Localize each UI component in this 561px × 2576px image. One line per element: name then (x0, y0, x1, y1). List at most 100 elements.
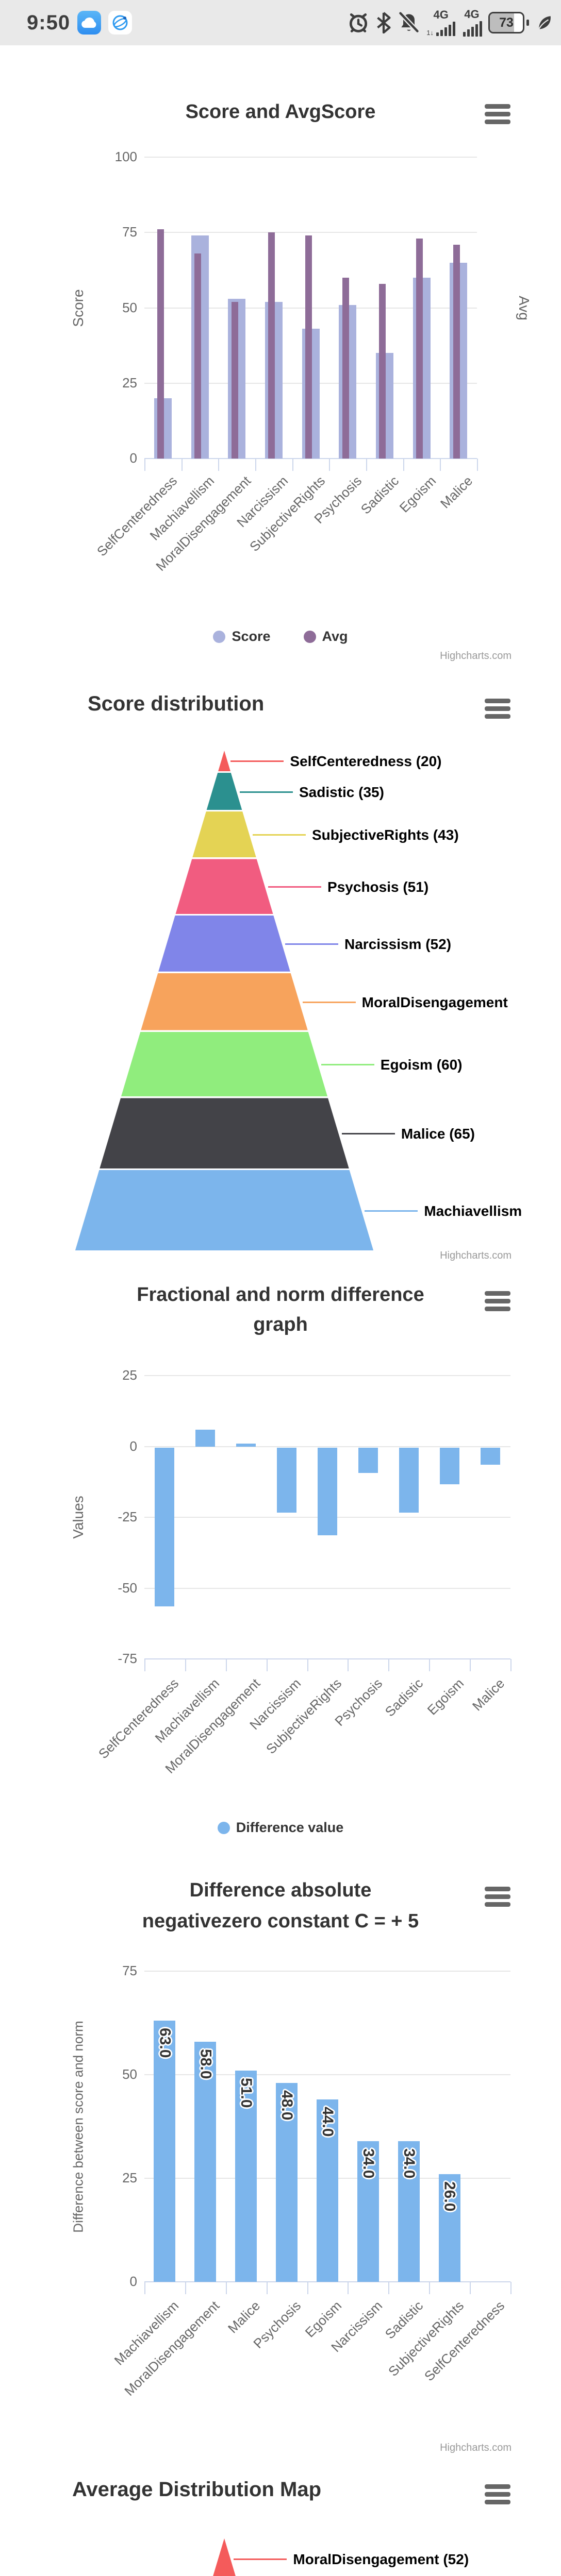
alarm-icon (350, 13, 368, 32)
pyramid-label-psychosis: Psychosis (51) (327, 879, 429, 895)
chart1-menu-button[interactable] (485, 104, 510, 126)
legend-label: Avg (322, 629, 348, 644)
gridline (144, 157, 477, 158)
x-axis-line (144, 1658, 510, 1659)
pyramid-label-sadistic: Sadistic (35) (299, 784, 384, 800)
chart3-legend: Difference value (0, 1820, 561, 1836)
difference-bar (317, 2099, 338, 2282)
difference-bar (154, 2021, 176, 2282)
x-axis-tick (225, 2282, 227, 2294)
chart1-y-axis-title-left: Score (70, 289, 86, 327)
network-type-label: 4G (464, 8, 480, 21)
x-axis-tick (144, 1659, 145, 1671)
x-axis-tick (429, 2282, 431, 2294)
legend-item-difference-value[interactable]: Difference value (217, 1820, 343, 1836)
x-axis-tick (510, 1659, 512, 1671)
leaf-icon (538, 16, 551, 30)
difference-value-bar (236, 1444, 256, 1447)
battery-percent: 73 (499, 15, 514, 30)
chart4-title-line2: negativezero constant C = + 5 (142, 1910, 419, 1932)
highcharts-credit[interactable]: Highcharts.com (440, 650, 512, 662)
label-connector (252, 834, 306, 836)
x-axis-line (144, 458, 477, 459)
status-bar: 9:50 (0, 0, 561, 45)
legend-item-avg[interactable]: Avg (303, 629, 348, 645)
y-axis-tick-label: -75 (118, 1651, 137, 1666)
chart4-menu-button[interactable] (485, 1887, 510, 1908)
legend-label: Score (232, 629, 271, 644)
x-axis-tick (440, 459, 441, 471)
difference-value-bar (195, 1429, 216, 1447)
chart3-menu-button[interactable] (485, 1291, 510, 1313)
y-axis-tick-label: -50 (118, 1580, 137, 1596)
difference-value-bar (155, 1447, 175, 1606)
avg-legend-marker (303, 630, 316, 643)
chart5-menu-button[interactable] (485, 2484, 510, 2506)
x-axis-tick (255, 459, 256, 471)
x-axis-tick (218, 459, 220, 471)
y-axis-tick-label: 50 (122, 2066, 137, 2082)
avg-bar (453, 244, 460, 459)
battery-nub (526, 20, 529, 26)
difference-value-bar (439, 1447, 459, 1484)
signal-4g-icon-2: 4G (461, 9, 482, 37)
x-axis-tick (307, 2282, 308, 2294)
chart3-y-axis-title: Values (70, 1496, 86, 1539)
cloud-app-icon (77, 11, 102, 35)
bar-value-label: 51.0 (238, 2077, 255, 2108)
pyramid-label-moraldisengagement: MoralDisengagement (52) (293, 2551, 469, 2568)
difference-bar (438, 2174, 460, 2282)
x-axis-tick (329, 459, 331, 471)
pyramid-segment-narcissism (158, 916, 290, 972)
y-axis-tick-label: 0 (129, 1438, 137, 1454)
x-axis-tick (477, 459, 478, 471)
gridline (144, 1587, 510, 1589)
avg-bar (157, 229, 164, 459)
y-axis-tick-label: 100 (114, 149, 137, 164)
status-icons: 4G 1↓ 4G 73 (347, 0, 553, 45)
x-axis-tick (388, 1659, 390, 1671)
label-connector (285, 943, 339, 945)
x-axis-tick (470, 2282, 471, 2294)
x-axis-tick (185, 2282, 186, 2294)
label-connector (341, 1133, 395, 1135)
highcharts-credit[interactable]: Highcharts.com (440, 1250, 512, 1261)
chart1-title: Score and AvgScore (185, 101, 376, 123)
pyramid-label-egoism: Egoism (60) (380, 1057, 463, 1073)
x-axis-tick (225, 1659, 227, 1671)
score-legend-marker (213, 630, 226, 643)
legend-item-score[interactable]: Score (213, 629, 271, 645)
gridline (144, 1971, 510, 1972)
chart4-y-axis-title: Difference between score and norm (70, 2021, 86, 2233)
x-axis-tick (266, 1659, 268, 1671)
x-axis-tick (388, 2282, 390, 2294)
difference-bar (276, 2083, 298, 2282)
chart5-title: Average Distribution Map (72, 2478, 322, 2501)
x-axis-tick (144, 2282, 145, 2294)
highcharts-credit[interactable]: Highcharts.com (440, 2442, 512, 2453)
pyramid-segment-machiavellism (75, 1170, 374, 1250)
pyramid-label-moraldisengagement: MoralDisengagement (361, 994, 508, 1010)
label-connector (365, 1210, 418, 1212)
x-axis-tick (348, 1659, 349, 1671)
chart2-title: Score distribution (88, 692, 265, 715)
chart3-title-line1: Fractional and norm difference (137, 1284, 424, 1306)
signal-4g-icon: 4G 1↓ (426, 9, 455, 36)
y-axis-tick-label: 25 (122, 1367, 137, 1383)
gridline (144, 1446, 510, 1447)
chart1-y-axis-title-right: Avg (516, 296, 532, 320)
bluetooth-icon (377, 12, 391, 33)
difference-bar (398, 2141, 420, 2282)
gridline (144, 2074, 510, 2075)
chart2-menu-button[interactable] (485, 699, 510, 720)
avg-bar (194, 253, 201, 459)
avg-bar (342, 278, 349, 459)
y-axis-tick-label: 0 (129, 450, 137, 466)
pyramid-segment-malice (100, 1098, 349, 1168)
label-connector (230, 760, 284, 762)
avg-bar (416, 238, 423, 459)
x-axis-tick (266, 2282, 268, 2294)
y-axis-tick-label: 0 (129, 2274, 137, 2289)
bar-value-label: 34.0 (400, 2148, 418, 2179)
